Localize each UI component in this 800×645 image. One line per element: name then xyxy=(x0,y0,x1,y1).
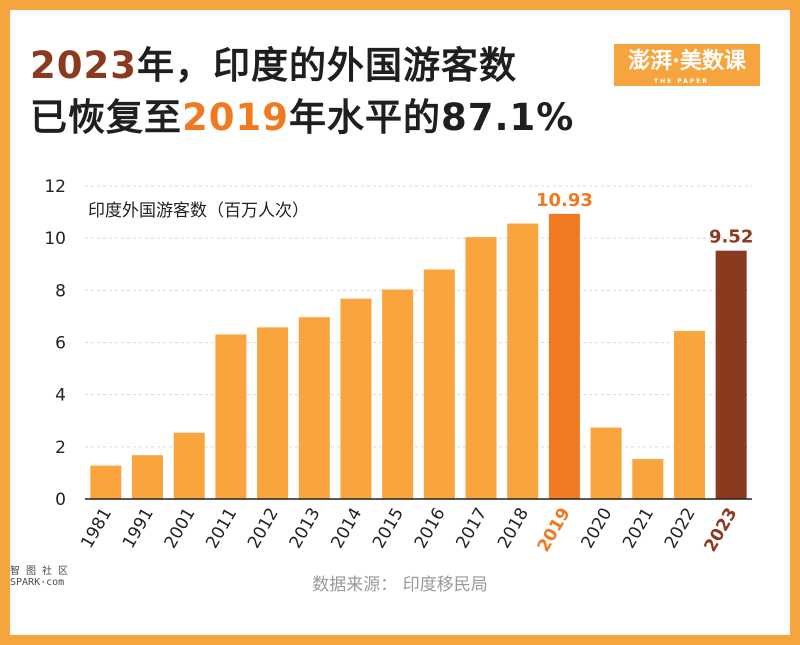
bar-2022 xyxy=(673,331,705,499)
x-tick-label-2012: 2012 xyxy=(244,505,283,552)
x-tick-label-2011: 2011 xyxy=(202,505,241,552)
bar-1981 xyxy=(90,465,122,499)
x-tick-label-2020: 2020 xyxy=(577,505,616,552)
y-tick-label: 12 xyxy=(44,177,66,197)
y-tick-label: 2 xyxy=(55,438,66,458)
x-tick-label-2018: 2018 xyxy=(494,505,533,552)
data-labels: 10.93 9.52 xyxy=(536,190,753,248)
x-tick-label-2023: 2023 xyxy=(701,505,742,556)
x-tick-label-2013: 2013 xyxy=(286,505,325,552)
bar-2011 xyxy=(215,334,247,499)
x-axis-ticks: 1981 1991 2001 2011 2012 2013 2014 2015 2016 2017… xyxy=(77,505,741,556)
watermark-line1: 智 图 社 区 xyxy=(10,566,69,577)
x-tick-label-2017: 2017 xyxy=(452,505,491,552)
title-line1-text: 年，印度的外国游客数 xyxy=(136,44,517,87)
y-tick-label: 0 xyxy=(55,490,66,510)
bar-2023 xyxy=(715,250,747,499)
bar-2021 xyxy=(632,459,664,499)
bar-2014 xyxy=(340,298,372,499)
data-label-2023: 9.52 xyxy=(709,227,753,248)
x-tick-label-2022: 2022 xyxy=(661,505,700,552)
x-tick-label-2021: 2021 xyxy=(619,505,658,552)
x-tick-label-1981: 1981 xyxy=(77,505,116,552)
source-note: 数据来源： 印度移民局 xyxy=(312,575,488,595)
bar-2017 xyxy=(465,237,497,499)
y-axis-label: 印度外国游客数（百万人次） xyxy=(88,201,309,221)
bar-2020 xyxy=(590,427,622,499)
chart-gridlines xyxy=(85,185,752,448)
thepaper-logo: 澎湃·美数课 THE PAPER xyxy=(614,44,760,86)
x-tick-label-1991: 1991 xyxy=(119,505,158,552)
logo-subtext: THE PAPER xyxy=(654,78,709,85)
logo-text: 澎湃·美数课 xyxy=(628,48,746,74)
bar-2019 xyxy=(548,213,580,499)
bar-2016 xyxy=(423,269,455,499)
data-label-2019: 10.93 xyxy=(536,190,593,211)
bar-2001 xyxy=(173,432,205,499)
watermark-line2: SPARK·com xyxy=(10,577,65,588)
x-tick-label-2001: 2001 xyxy=(161,505,200,552)
x-tick-label-2019: 2019 xyxy=(534,505,575,556)
watermark: 智 图 社 区 SPARK·com xyxy=(10,566,68,588)
x-tick-label-2015: 2015 xyxy=(369,505,408,552)
title-line2-start: 已恢复至 xyxy=(30,96,182,139)
bar-1991 xyxy=(132,455,164,499)
y-tick-label: 8 xyxy=(55,281,66,301)
title-year-2023: 2023 xyxy=(30,44,137,87)
y-axis-ticks: 0 2 4 6 8 10 12 xyxy=(44,177,66,510)
x-tick-label-2016: 2016 xyxy=(411,505,450,552)
y-tick-label: 10 xyxy=(44,229,66,249)
bar-2015 xyxy=(382,289,414,499)
bar-2012 xyxy=(257,327,289,499)
y-tick-label: 4 xyxy=(55,386,66,406)
bar-2013 xyxy=(298,317,330,499)
x-tick-label-2014: 2014 xyxy=(327,505,366,552)
title-year-2019: 2019 xyxy=(182,96,289,139)
y-tick-label: 6 xyxy=(55,334,66,354)
chart-title: 2023年，印度的外国游客数 已恢复至2019年水平的87.1% xyxy=(30,40,574,144)
chart-bars xyxy=(90,213,747,499)
title-line2-end: 年水平的87.1% xyxy=(288,96,575,139)
bar-2018 xyxy=(507,223,539,499)
